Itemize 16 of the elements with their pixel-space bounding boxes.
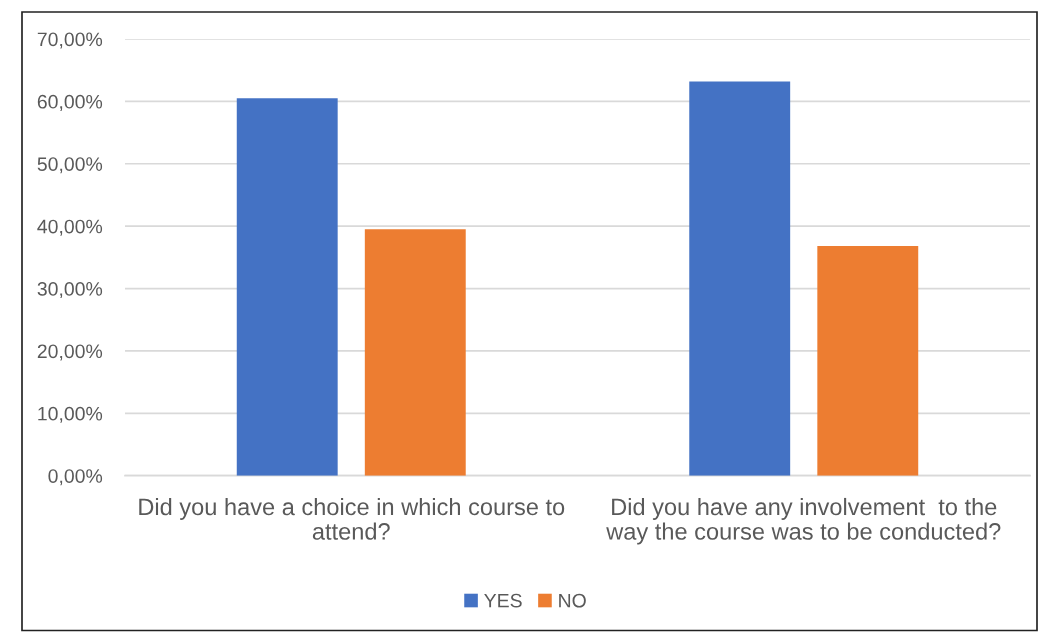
y-tick-label: 60,00% <box>37 94 103 111</box>
y-tick-label: 0,00% <box>48 469 103 486</box>
x-tick-label: Did you have any involvement to the way the course was to be conducted? <box>606 497 1001 545</box>
bar <box>236 98 338 476</box>
bar <box>817 246 919 476</box>
legend-label: YES <box>484 593 522 608</box>
bar <box>689 81 791 476</box>
y-tick-label: 40,00% <box>37 219 103 236</box>
y-tick-label: 70,00% <box>37 32 103 49</box>
y-tick-label: 20,00% <box>37 344 103 361</box>
legend-label: NO <box>559 593 586 608</box>
y-tick-label: 50,00% <box>37 157 103 174</box>
bar <box>364 229 466 476</box>
y-tick-label: 30,00% <box>37 282 103 299</box>
y-tick-label: 10,00% <box>38 406 103 423</box>
x-tick-label: Did you have a choice in which course to attend? <box>139 497 565 540</box>
